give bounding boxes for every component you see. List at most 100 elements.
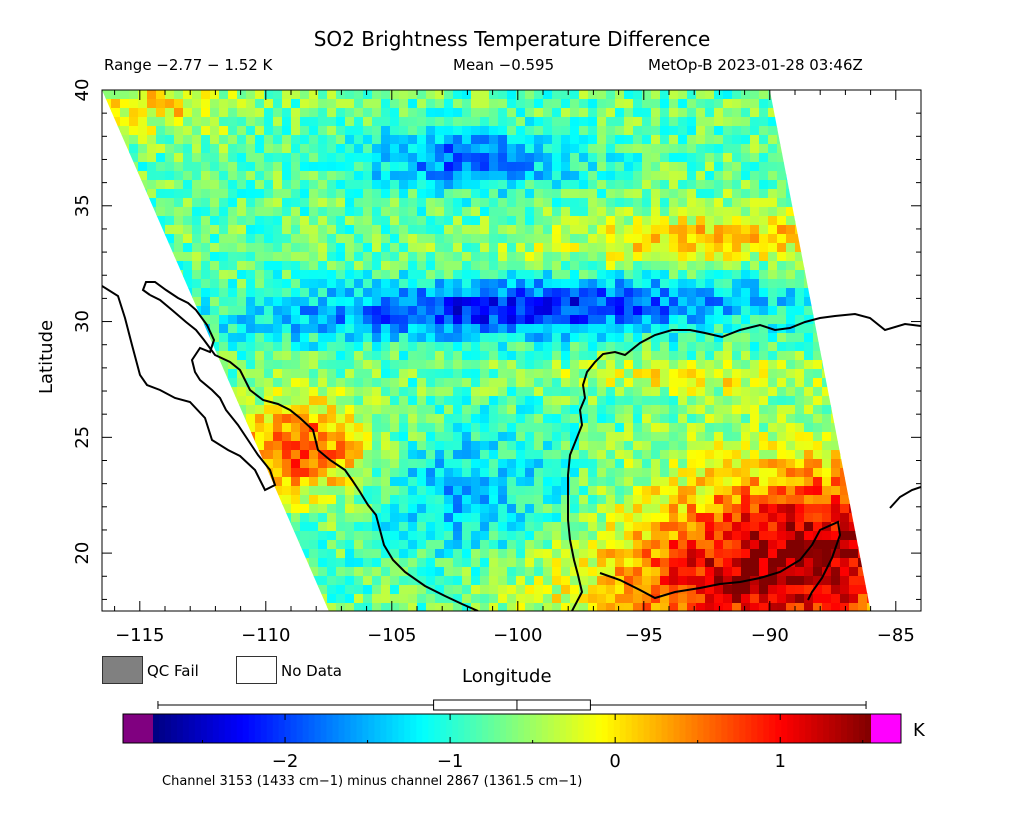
heatmap-cell	[579, 225, 589, 235]
heatmap-cell	[489, 342, 499, 352]
heatmap-cell	[750, 324, 760, 334]
heatmap-cell	[228, 135, 238, 145]
heatmap-cell	[777, 531, 787, 541]
heatmap-cell	[228, 333, 238, 343]
heatmap-cell	[822, 297, 832, 307]
heatmap-cell	[624, 459, 634, 469]
heatmap-cell	[309, 522, 319, 532]
heatmap-cell	[633, 324, 643, 334]
heatmap-cell	[282, 261, 292, 271]
heatmap-cell	[489, 288, 499, 298]
heatmap-cell	[507, 324, 517, 334]
heatmap-cell	[291, 396, 301, 406]
heatmap-cell	[660, 432, 670, 442]
heatmap-cell	[471, 306, 481, 316]
heatmap-cell	[381, 477, 391, 487]
heatmap-cell	[687, 90, 697, 100]
heatmap-cell	[381, 315, 391, 325]
heatmap-cell	[480, 558, 490, 568]
heatmap-cell	[660, 513, 670, 523]
heatmap-cell	[237, 90, 247, 100]
heatmap-cell	[363, 135, 373, 145]
heatmap-cell	[210, 189, 220, 199]
heatmap-cell	[912, 162, 922, 172]
heatmap-cell	[858, 522, 868, 532]
heatmap-cell	[318, 468, 328, 478]
heatmap-cell	[903, 279, 913, 289]
heatmap-cell	[210, 576, 220, 586]
heatmap-cell	[237, 135, 247, 145]
heatmap-cell	[138, 468, 148, 478]
heatmap-cell	[273, 414, 283, 424]
heatmap-cell	[435, 144, 445, 154]
heatmap-cell	[264, 306, 274, 316]
heatmap-cell	[282, 297, 292, 307]
heatmap-cell	[399, 369, 409, 379]
heatmap-cell	[579, 297, 589, 307]
heatmap-cell	[543, 405, 553, 415]
heatmap-cell	[246, 252, 256, 262]
heatmap-cell	[804, 468, 814, 478]
heatmap-cell	[786, 234, 796, 244]
heatmap-cell	[822, 216, 832, 226]
heatmap-cell	[273, 216, 283, 226]
heatmap-cell	[516, 162, 526, 172]
heatmap-cell	[444, 486, 454, 496]
heatmap-cell	[381, 144, 391, 154]
heatmap-cell	[138, 171, 148, 181]
heatmap-cell	[264, 405, 274, 415]
heatmap-cell	[102, 558, 112, 568]
heatmap-cell	[561, 144, 571, 154]
heatmap-cell	[606, 306, 616, 316]
heatmap-cell	[768, 270, 778, 280]
heatmap-cell	[183, 477, 193, 487]
heatmap-cell	[633, 117, 643, 127]
heatmap-cell	[471, 243, 481, 253]
heatmap-cell	[264, 333, 274, 343]
heatmap-cell	[489, 297, 499, 307]
heatmap-cell	[777, 459, 787, 469]
heatmap-cell	[543, 306, 553, 316]
heatmap-cell	[822, 243, 832, 253]
heatmap-cell	[417, 540, 427, 550]
heatmap-cell	[552, 117, 562, 127]
heatmap-cell	[480, 315, 490, 325]
heatmap-cell	[561, 468, 571, 478]
heatmap-cell	[858, 360, 868, 370]
heatmap-cell	[246, 342, 256, 352]
heatmap-cell	[345, 414, 355, 424]
heatmap-cell	[552, 144, 562, 154]
heatmap-cell	[615, 540, 625, 550]
heatmap-cell	[777, 351, 787, 361]
heatmap-cell	[858, 99, 868, 109]
heatmap-cell	[912, 144, 922, 154]
heatmap-cell	[165, 234, 175, 244]
heatmap-cell	[804, 288, 814, 298]
heatmap-cell	[561, 540, 571, 550]
heatmap-cell	[678, 90, 688, 100]
heatmap-cell	[543, 171, 553, 181]
heatmap-cell	[579, 333, 589, 343]
heatmap-cell	[525, 288, 535, 298]
heatmap-cell	[435, 405, 445, 415]
heatmap-cell	[714, 567, 724, 577]
heatmap-cell	[381, 405, 391, 415]
heatmap-cell	[462, 306, 472, 316]
heatmap-cell	[345, 549, 355, 559]
heatmap-cell	[552, 414, 562, 424]
heatmap-cell	[723, 135, 733, 145]
heatmap-cell	[903, 342, 913, 352]
heatmap-cell	[705, 396, 715, 406]
heatmap-cell	[237, 360, 247, 370]
heatmap-cell	[372, 261, 382, 271]
heatmap-cell	[867, 414, 871, 424]
heatmap-cell	[867, 189, 871, 199]
heatmap-cell	[264, 432, 274, 442]
heatmap-cell	[273, 549, 283, 559]
heatmap-cell	[561, 486, 571, 496]
heatmap-cell	[219, 189, 229, 199]
heatmap-cell	[615, 423, 625, 433]
heatmap-cell	[714, 369, 724, 379]
heatmap-cell	[507, 342, 517, 352]
heatmap-cell	[201, 135, 211, 145]
